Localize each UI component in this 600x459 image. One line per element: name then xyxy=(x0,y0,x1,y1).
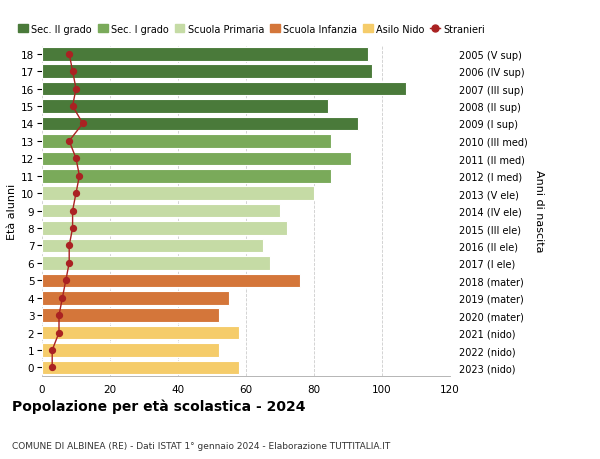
Point xyxy=(74,173,84,180)
Point xyxy=(68,68,77,76)
Point xyxy=(78,121,88,128)
Bar xyxy=(42,83,406,96)
Bar xyxy=(42,257,270,270)
Point xyxy=(64,138,74,145)
Bar xyxy=(42,274,301,287)
Point xyxy=(54,329,64,336)
Legend: Sec. II grado, Sec. I grado, Scuola Primaria, Scuola Infanzia, Asilo Nido, Stran: Sec. II grado, Sec. I grado, Scuola Prim… xyxy=(19,24,485,34)
Text: COMUNE DI ALBINEA (RE) - Dati ISTAT 1° gennaio 2024 - Elaborazione TUTTITALIA.IT: COMUNE DI ALBINEA (RE) - Dati ISTAT 1° g… xyxy=(12,441,390,450)
Point xyxy=(61,277,71,285)
Text: Popolazione per età scolastica - 2024: Popolazione per età scolastica - 2024 xyxy=(12,398,305,413)
Bar xyxy=(42,152,352,166)
Point xyxy=(58,294,67,302)
Bar xyxy=(42,135,331,148)
Bar xyxy=(42,309,219,322)
Point xyxy=(71,155,81,162)
Bar xyxy=(42,326,239,340)
Point xyxy=(64,51,74,58)
Point xyxy=(64,260,74,267)
Point xyxy=(47,364,57,371)
Point xyxy=(68,103,77,111)
Point xyxy=(68,225,77,232)
Bar xyxy=(42,291,229,305)
Point xyxy=(64,242,74,250)
Bar xyxy=(42,361,239,375)
Y-axis label: Anni di nascita: Anni di nascita xyxy=(535,170,544,252)
Bar xyxy=(42,65,372,79)
Point xyxy=(68,207,77,215)
Y-axis label: Età alunni: Età alunni xyxy=(7,183,17,239)
Bar xyxy=(42,100,328,113)
Bar xyxy=(42,239,263,253)
Bar xyxy=(42,222,287,235)
Bar xyxy=(42,204,280,218)
Bar xyxy=(42,187,314,201)
Bar xyxy=(42,169,331,183)
Point xyxy=(47,347,57,354)
Point xyxy=(54,312,64,319)
Point xyxy=(71,190,81,197)
Bar xyxy=(42,343,219,357)
Bar xyxy=(42,48,368,62)
Bar xyxy=(42,118,358,131)
Point xyxy=(71,86,81,93)
